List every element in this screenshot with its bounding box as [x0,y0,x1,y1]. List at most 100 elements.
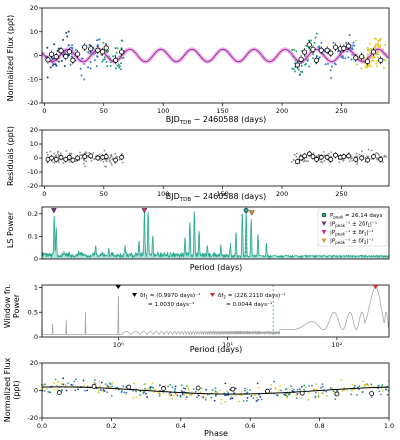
ls-ylabel: LS Power [6,211,15,248]
x-tick-label: 200 [276,190,288,198]
data-point [55,64,58,67]
y-tick-label: 0.1 [28,233,38,241]
phase-point [259,395,262,398]
annot-text: δf1 = (0.9970 days)⁻¹ [140,292,200,300]
phase-point [99,385,101,388]
phase-point [354,384,356,387]
axes-frame [41,206,390,260]
phase-point [106,391,109,394]
data-point [320,41,323,44]
residual-point [338,161,341,164]
phase-point [180,384,183,387]
phase-binned-point [56,390,62,395]
phase-ylabel-2: (ppt) [12,380,21,400]
annot-text-2: = 1.0030 days⁻¹ [148,301,194,308]
data-point [102,41,105,44]
phase-point [246,391,249,394]
phase-point [220,402,223,405]
binned-residual [49,155,54,161]
phase-point [200,395,203,398]
data-point [375,38,378,41]
annot-text: δf2 = (226.2110 days)⁻¹ [218,292,285,300]
phase-point [65,389,68,392]
binned-point [53,54,59,60]
phase-point [149,386,152,389]
data-point [98,38,101,41]
marker-alias [141,208,148,214]
data-point [354,39,357,42]
data-point [81,57,84,60]
binned-residual [82,154,88,160]
data-point [351,44,354,47]
data-point [379,39,382,42]
ls-legend: Ppeak = 26.14 days|Ppeak⁻¹ ± 2δf1|⁻¹|Ppe… [317,208,388,247]
phase-point [92,381,95,384]
phase-point [270,384,273,386]
phase-point [145,392,147,395]
residual-point [323,159,326,162]
phase-point [159,384,161,387]
legend-marker [321,230,327,235]
window-ylabel-1: Window fn. [3,284,12,329]
phase-point [183,394,186,397]
phase-point [185,396,188,398]
data-point [379,44,382,47]
phase-point [135,390,137,393]
y-tick-label: 0.5 [28,308,38,316]
binned-residual [306,151,312,157]
phase-point [123,391,126,394]
phase-point [353,388,356,391]
phase-point [173,389,176,392]
phase-point [151,386,153,389]
phase-point [44,383,46,386]
data-point [377,42,380,45]
y-tick-label: -10 [27,168,38,176]
phase-point [182,387,185,389]
phase-point [122,385,125,388]
data-point [93,59,96,62]
binned-point [310,46,316,52]
phase-point [362,380,364,383]
residual-point [375,152,378,154]
phase-point [132,397,135,399]
data-point [74,48,77,51]
data-point [383,58,386,61]
phase-point [103,390,106,392]
residual-point [102,160,105,163]
residuals-xlabel: BJDTDB − 2460588 (days) [166,192,266,203]
residual-point [81,157,83,160]
legend-label: |Ppeak⁻¹ ± δf1|⁻¹ [330,229,374,237]
phase-point [133,382,136,385]
x-tick-label: 0 [42,190,46,198]
x-tick-label: 50 [100,190,108,198]
phase-point [93,379,96,381]
data-point [57,60,60,63]
residual-point [383,155,386,157]
phase-point [147,387,150,390]
binned-point [313,57,320,63]
residual-point [356,155,359,158]
ls-line [41,211,390,260]
data-point [121,39,124,42]
phase-point [252,397,255,399]
residual-point [121,161,124,164]
phase-point [196,396,199,399]
y-tick-label: -20 [27,182,38,190]
data-point [96,45,99,48]
data-point [370,47,373,50]
phase-point [317,392,320,395]
phase-point [218,389,221,392]
residual-point [84,165,86,168]
data-point [79,67,82,70]
data-point [112,55,115,58]
axes-frame [41,284,390,338]
x-tick-label: 250 [335,190,347,198]
residual-point [83,162,85,165]
data-point [293,48,296,51]
data-point [326,62,329,65]
residual-point [114,153,117,155]
residual-point [85,160,88,163]
phase-point [332,390,335,393]
phase-point [256,382,259,385]
data-point [118,66,121,69]
